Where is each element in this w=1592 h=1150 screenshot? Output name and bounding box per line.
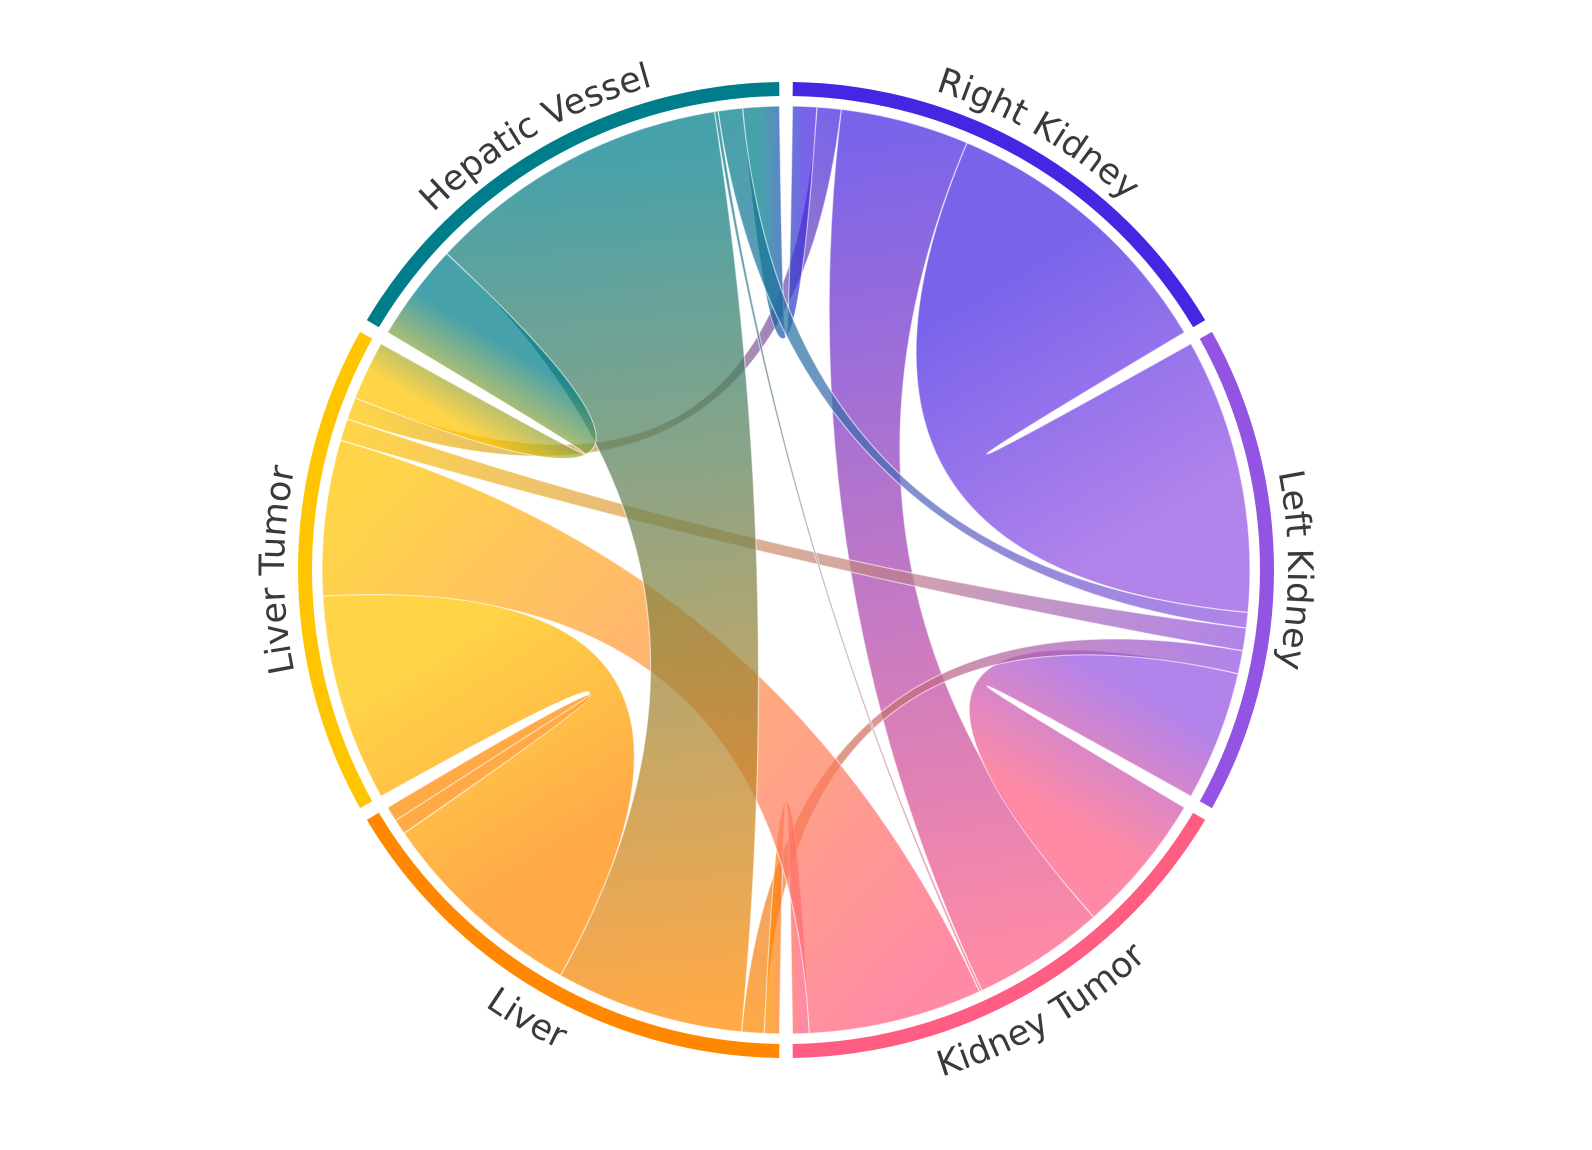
group-arc-liver-tumor[interactable] (298, 331, 373, 809)
group-arc-liver[interactable] (366, 812, 780, 1058)
group-label-left-kidney: Left Kidney (1270, 467, 1319, 673)
ribbon-liver-to-hepatic-vessel[interactable] (445, 110, 760, 1033)
ribbon-liver-tumor-to-hepatic-vessel[interactable] (354, 252, 597, 460)
group-arc-hepatic-vessel[interactable] (366, 82, 780, 328)
ribbon-liver-to-liver[interactable] (386, 694, 592, 835)
group-label-liver-tumor: Liver Tumor (253, 462, 303, 678)
ribbons-layer (321, 105, 1251, 1035)
group-arc-left-kidney[interactable] (1199, 331, 1274, 809)
separator-ring (314, 98, 1258, 1042)
ribbon-left-kidney-to-kidney-tumor[interactable] (968, 649, 1239, 919)
group-arc-right-kidney[interactable] (792, 82, 1206, 328)
ribbon-right-kidney-to-left-kidney[interactable] (915, 141, 1251, 614)
group-arcs-layer (298, 82, 1274, 1058)
group-arc-kidney-tumor[interactable] (792, 812, 1206, 1058)
